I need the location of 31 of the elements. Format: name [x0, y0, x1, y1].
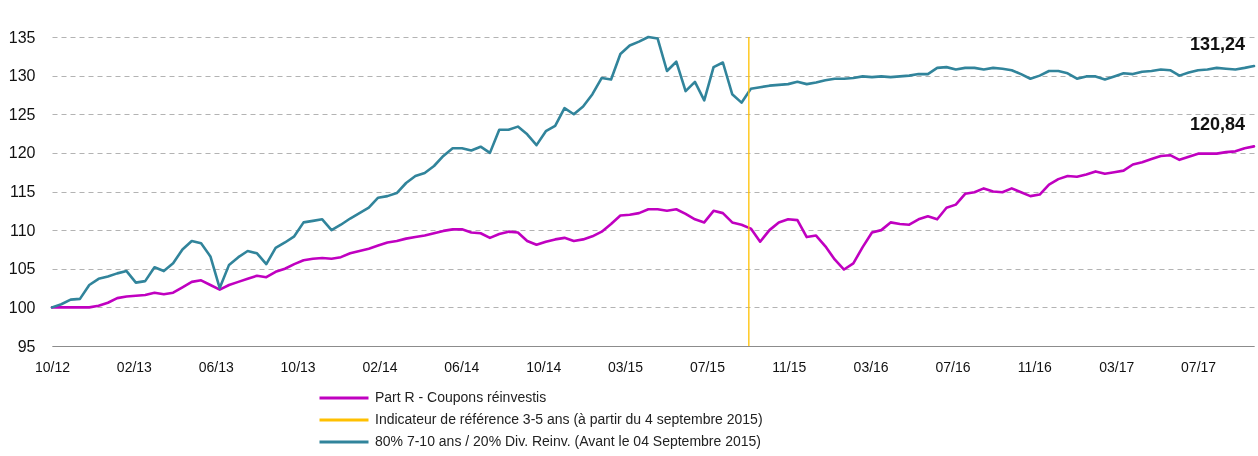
- x-tick-label: 03/16: [853, 358, 889, 375]
- data-label: 120,84: [1189, 114, 1245, 135]
- y-tick-label: 105: [8, 260, 36, 278]
- x-tick-label: 07/17: [1181, 358, 1217, 375]
- y-tick-label: 135: [8, 28, 36, 46]
- x-tick-label: 02/13: [116, 358, 153, 375]
- y-tick-label: 100: [8, 298, 36, 316]
- legend-label: 80% 7-10 ans / 20% Div. Reinv. (Avant le 04 Septembre 2015): [375, 433, 761, 449]
- x-tick-label: 11/16: [1017, 358, 1053, 375]
- legend-label: Indicateur de référence 3-5 ans (à partir du 4 septembre 2015): [375, 411, 763, 427]
- x-tick-label: 10/14: [526, 358, 562, 375]
- y-tick-label: 125: [8, 105, 36, 123]
- x-tick-label: 03/17: [1099, 358, 1135, 375]
- y-tick-label: 130: [8, 67, 36, 85]
- x-tick-label: 02/14: [362, 358, 398, 375]
- line-series: [50, 35, 1256, 309]
- line-series: [50, 145, 1256, 309]
- x-tick-label: 10/12: [34, 358, 71, 375]
- y-tick-label: 95: [17, 337, 36, 355]
- x-tick-label: 07/16: [935, 358, 971, 375]
- x-tick-label: 07/15: [689, 358, 726, 375]
- x-tick-label: 06/13: [198, 358, 234, 375]
- data-label: 131,24: [1189, 34, 1245, 55]
- x-tick-label: 10/13: [280, 358, 316, 375]
- x-tick-label: 06/14: [444, 358, 480, 375]
- legend-label: Part R - Coupons réinvestis: [375, 389, 547, 405]
- x-tick-label: 11/15: [772, 358, 807, 375]
- x-tick-label: 03/15: [608, 358, 644, 375]
- y-tick-label: 120: [8, 144, 36, 162]
- y-tick-label: 115: [9, 183, 36, 200]
- y-tick-label: 110: [9, 221, 36, 239]
